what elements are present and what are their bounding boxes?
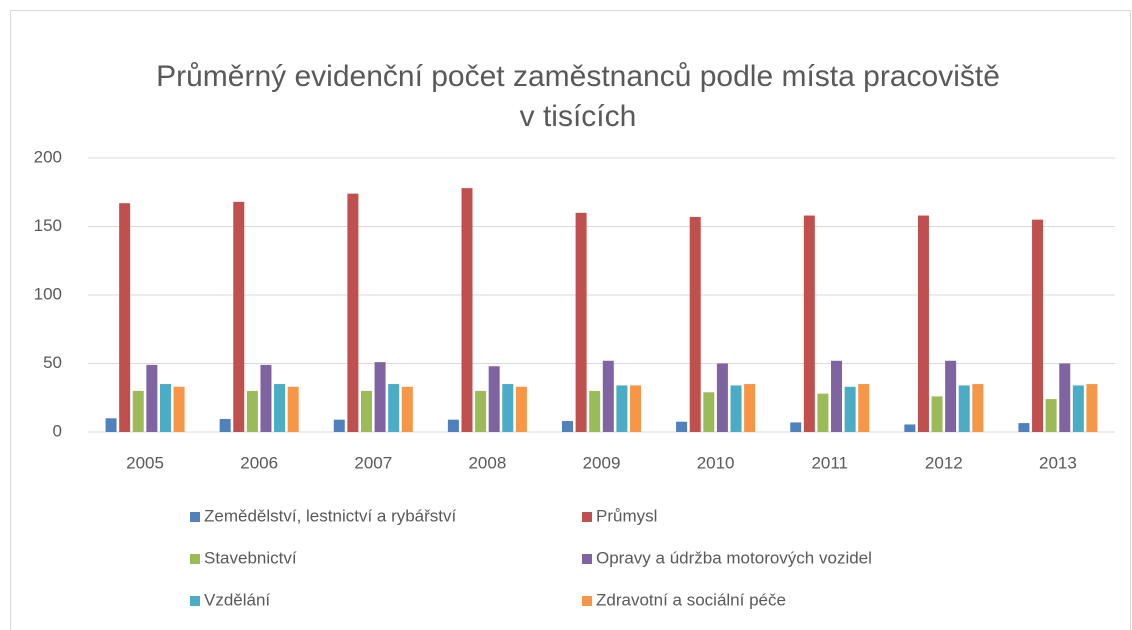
bar (333, 419, 345, 432)
legend-swatch (190, 512, 200, 522)
bar (246, 390, 258, 432)
bar (1072, 385, 1084, 432)
bar (703, 392, 715, 432)
bar (347, 193, 359, 432)
x-tick-label: 2006 (240, 453, 278, 472)
bar (575, 212, 587, 432)
bar (173, 386, 185, 432)
bar (119, 203, 131, 432)
bar (958, 385, 970, 432)
x-tick-label: 2005 (126, 453, 164, 472)
bar (132, 390, 144, 432)
bar (1018, 423, 1030, 432)
chart-title: Průměrný evidenční počet zaměstnanců pod… (156, 60, 1000, 133)
x-tick-label: 2011 (811, 453, 848, 472)
bar (676, 421, 688, 432)
bar (388, 384, 400, 432)
legend-swatch (190, 554, 200, 564)
bar (716, 363, 728, 432)
bar (260, 364, 272, 432)
legend-swatch (582, 596, 592, 606)
bar (817, 393, 829, 432)
bar (730, 385, 742, 432)
y-tick-label: 100 (34, 284, 62, 303)
bar (844, 386, 856, 432)
x-tick-label: 2010 (697, 453, 735, 472)
bar (287, 386, 299, 432)
x-tick-label: 2009 (583, 453, 621, 472)
y-tick-label: 0 (53, 421, 62, 440)
bar (159, 384, 171, 432)
legend-label: Opravy a údržba motorových vozidel (596, 548, 872, 567)
bar (105, 418, 117, 432)
bar (602, 360, 614, 432)
legend-swatch (190, 596, 200, 606)
bar (1086, 384, 1098, 432)
y-tick-label: 50 (43, 353, 62, 372)
bar (401, 386, 413, 432)
bar (219, 418, 231, 432)
bar (904, 424, 916, 432)
bar (502, 384, 514, 432)
bar (858, 384, 870, 432)
bar (589, 390, 601, 432)
legend-label: Průmysl (596, 506, 657, 525)
bar (488, 366, 500, 432)
legend-swatch (582, 512, 592, 522)
bar (917, 215, 929, 432)
y-tick-label: 200 (34, 147, 62, 166)
x-tick-label: 2007 (354, 453, 392, 472)
bar (945, 360, 957, 432)
x-tick-label: 2012 (925, 453, 963, 472)
bar (515, 386, 527, 432)
y-tick-label: 150 (34, 216, 62, 235)
legend-label: Stavebnictví (204, 548, 297, 567)
legend-label: Zdravotní a sociální péče (596, 590, 786, 609)
x-tick-label: 2008 (468, 453, 506, 472)
bar (931, 396, 943, 432)
bar (1032, 219, 1044, 432)
bar (274, 384, 286, 432)
bar (831, 360, 843, 432)
bar (1059, 363, 1071, 432)
bar (744, 384, 756, 432)
bar (616, 385, 628, 432)
bar (146, 364, 158, 432)
bar (447, 419, 459, 432)
bar (972, 384, 984, 432)
bar (374, 362, 386, 432)
legend-label: Zemědělství, lestnictví a rybářství (204, 506, 457, 525)
bar (1045, 399, 1057, 432)
bar (790, 422, 802, 432)
legend-swatch (582, 554, 592, 564)
bar (461, 188, 473, 432)
bar (475, 390, 487, 432)
bar (689, 216, 701, 432)
bar (630, 385, 641, 432)
bar (803, 215, 815, 432)
bar (233, 201, 245, 432)
bar (562, 421, 573, 432)
chart-frame (10, 10, 1131, 630)
x-tick-label: 2013 (1039, 453, 1077, 472)
legend-label: Vzdělání (204, 590, 270, 609)
bar (360, 390, 372, 432)
